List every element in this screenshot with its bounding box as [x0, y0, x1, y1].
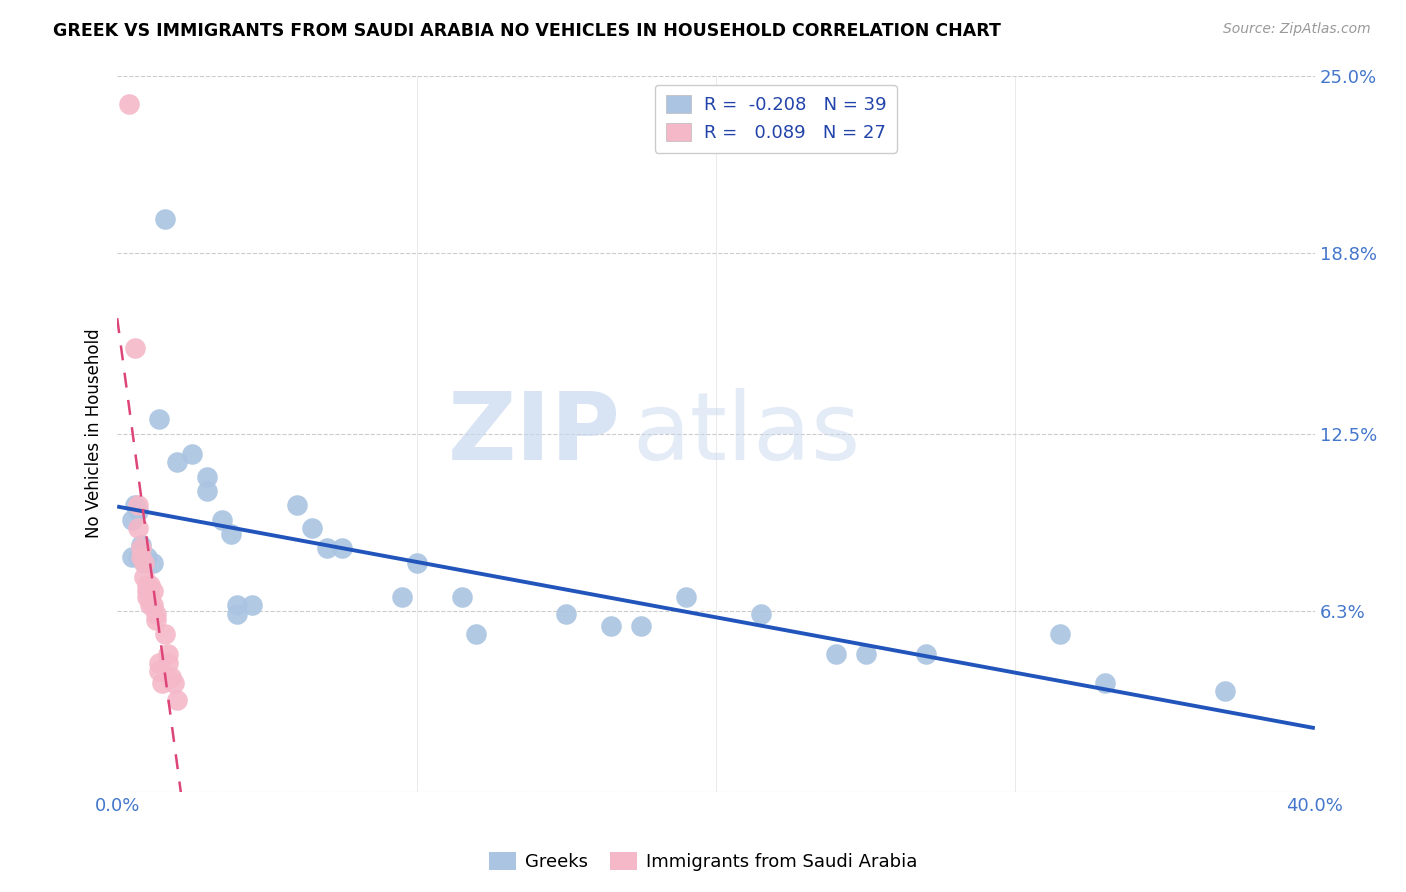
Text: Source: ZipAtlas.com: Source: ZipAtlas.com — [1223, 22, 1371, 37]
Point — [136, 590, 159, 604]
Point — [153, 211, 176, 226]
Point — [139, 590, 162, 604]
Point — [124, 498, 146, 512]
Point — [555, 607, 578, 621]
Point — [465, 627, 488, 641]
Point — [121, 549, 143, 564]
Y-axis label: No Vehicles in Household: No Vehicles in Household — [86, 329, 103, 539]
Point — [450, 590, 472, 604]
Point — [824, 647, 846, 661]
Point — [129, 538, 152, 552]
Text: ZIP: ZIP — [447, 388, 620, 480]
Legend: Greeks, Immigrants from Saudi Arabia: Greeks, Immigrants from Saudi Arabia — [482, 846, 924, 879]
Point — [134, 556, 156, 570]
Point — [118, 97, 141, 112]
Point — [136, 578, 159, 592]
Point — [136, 584, 159, 599]
Point — [148, 665, 170, 679]
Point — [121, 512, 143, 526]
Point — [166, 693, 188, 707]
Point — [127, 504, 149, 518]
Point — [145, 613, 167, 627]
Point — [134, 570, 156, 584]
Point — [226, 599, 249, 613]
Point — [139, 578, 162, 592]
Point — [181, 447, 204, 461]
Point — [391, 590, 413, 604]
Point — [211, 512, 233, 526]
Point — [240, 599, 263, 613]
Point — [1213, 684, 1236, 698]
Point — [153, 627, 176, 641]
Point — [315, 541, 337, 556]
Point — [301, 521, 323, 535]
Point — [1049, 627, 1071, 641]
Text: GREEK VS IMMIGRANTS FROM SAUDI ARABIA NO VEHICLES IN HOUSEHOLD CORRELATION CHART: GREEK VS IMMIGRANTS FROM SAUDI ARABIA NO… — [53, 22, 1001, 40]
Point — [1094, 676, 1116, 690]
Point — [157, 656, 180, 670]
Point — [855, 647, 877, 661]
Point — [405, 556, 427, 570]
Point — [134, 556, 156, 570]
Point — [142, 556, 165, 570]
Point — [142, 599, 165, 613]
Text: atlas: atlas — [633, 388, 860, 480]
Point — [124, 341, 146, 355]
Point — [127, 498, 149, 512]
Point — [150, 676, 173, 690]
Point — [129, 549, 152, 564]
Point — [675, 590, 697, 604]
Point — [330, 541, 353, 556]
Point — [129, 541, 152, 556]
Point — [285, 498, 308, 512]
Point — [166, 455, 188, 469]
Point — [749, 607, 772, 621]
Point — [630, 618, 652, 632]
Point — [139, 599, 162, 613]
Point — [148, 656, 170, 670]
Point — [145, 607, 167, 621]
Point — [148, 412, 170, 426]
Point — [914, 647, 936, 661]
Legend: R =  -0.208   N = 39, R =   0.089   N = 27: R = -0.208 N = 39, R = 0.089 N = 27 — [655, 85, 897, 153]
Point — [195, 483, 218, 498]
Point — [600, 618, 623, 632]
Point — [195, 469, 218, 483]
Point — [136, 549, 159, 564]
Point — [219, 527, 242, 541]
Point — [127, 521, 149, 535]
Point — [127, 549, 149, 564]
Point — [163, 676, 186, 690]
Point — [157, 647, 180, 661]
Point — [142, 584, 165, 599]
Point — [160, 670, 183, 684]
Point — [226, 607, 249, 621]
